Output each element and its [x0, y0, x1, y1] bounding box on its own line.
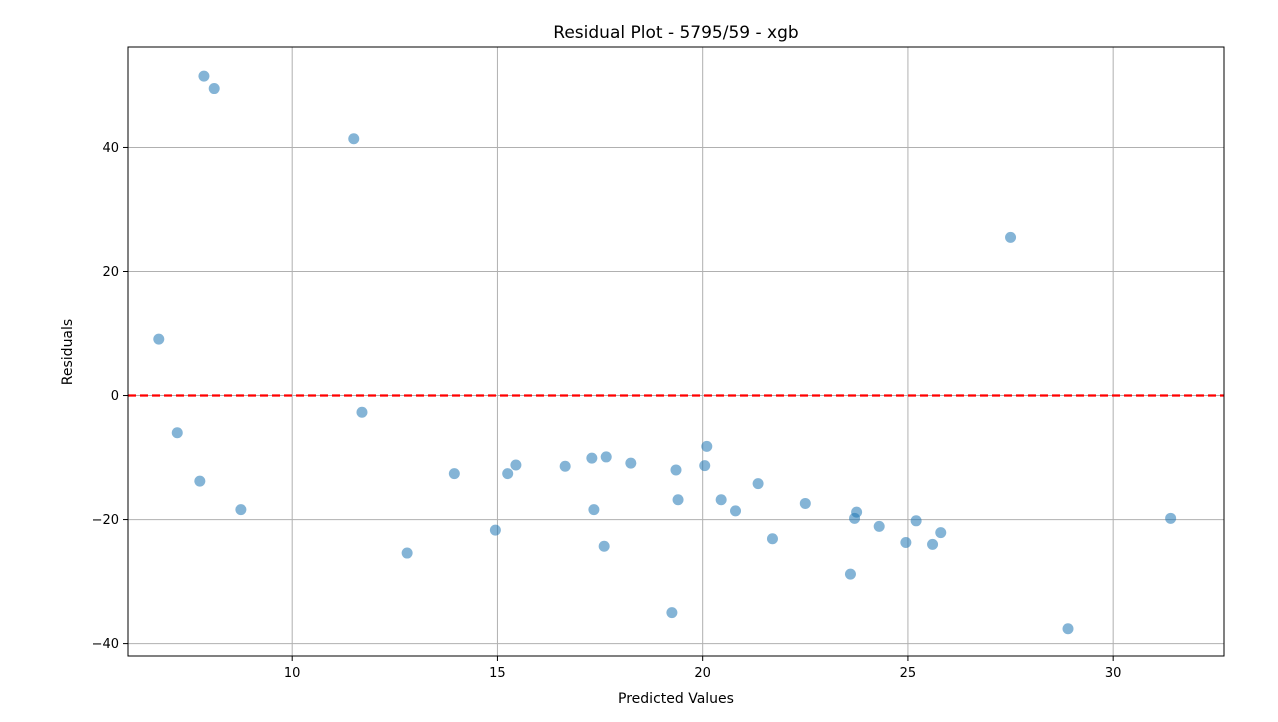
- data-point: [873, 520, 885, 532]
- x-tick-label: 10: [284, 666, 301, 681]
- data-point: [559, 460, 571, 472]
- data-point: [730, 505, 742, 517]
- data-point: [235, 504, 247, 516]
- data-point: [194, 475, 206, 487]
- y-tick-label: 0: [111, 389, 119, 404]
- data-point: [1062, 623, 1074, 635]
- grid-lines: [128, 47, 1224, 656]
- data-point: [356, 406, 368, 418]
- y-tick-label: −40: [92, 637, 119, 652]
- data-point: [766, 533, 778, 545]
- data-point: [666, 607, 678, 619]
- data-point: [502, 468, 514, 480]
- x-tick-label: 20: [694, 666, 711, 681]
- chart-title: Residual Plot - 5795/59 - xgb: [553, 23, 798, 43]
- x-tick-label: 15: [489, 666, 506, 681]
- data-point: [672, 494, 684, 506]
- y-tick-label: 20: [102, 265, 119, 280]
- data-point: [198, 70, 210, 82]
- data-point: [208, 83, 220, 95]
- data-point: [153, 333, 165, 345]
- data-point: [935, 527, 947, 539]
- axis-ticks: 10 15 20 25 30 −40 −20 0 20 40: [92, 141, 1122, 681]
- data-point: [588, 504, 600, 516]
- data-point: [701, 440, 713, 452]
- data-points: [153, 70, 1177, 635]
- data-point: [1005, 231, 1017, 243]
- x-tick-label: 30: [1105, 666, 1122, 681]
- y-axis-label: Residuals: [60, 319, 76, 385]
- data-point: [348, 133, 360, 145]
- data-point: [489, 524, 501, 536]
- data-point: [851, 506, 863, 518]
- data-point: [586, 452, 598, 464]
- x-axis-label: Predicted Values: [618, 691, 734, 707]
- data-point: [625, 457, 637, 469]
- data-point: [448, 468, 460, 480]
- data-point: [699, 460, 711, 472]
- data-point: [401, 547, 413, 559]
- data-point: [598, 540, 610, 552]
- data-point: [670, 464, 682, 476]
- y-tick-label: 40: [102, 141, 119, 156]
- data-point: [844, 568, 856, 580]
- plot-frame: [127, 46, 1225, 657]
- data-point: [600, 451, 612, 463]
- data-point: [1165, 512, 1177, 524]
- data-point: [799, 497, 811, 509]
- y-tick-label: −20: [92, 513, 119, 528]
- data-point: [900, 537, 912, 549]
- data-point: [171, 427, 183, 439]
- x-tick-label: 25: [900, 666, 917, 681]
- data-point: [510, 459, 522, 471]
- data-point: [910, 515, 922, 527]
- data-point: [715, 494, 727, 506]
- data-point: [927, 538, 939, 550]
- data-point: [752, 478, 764, 490]
